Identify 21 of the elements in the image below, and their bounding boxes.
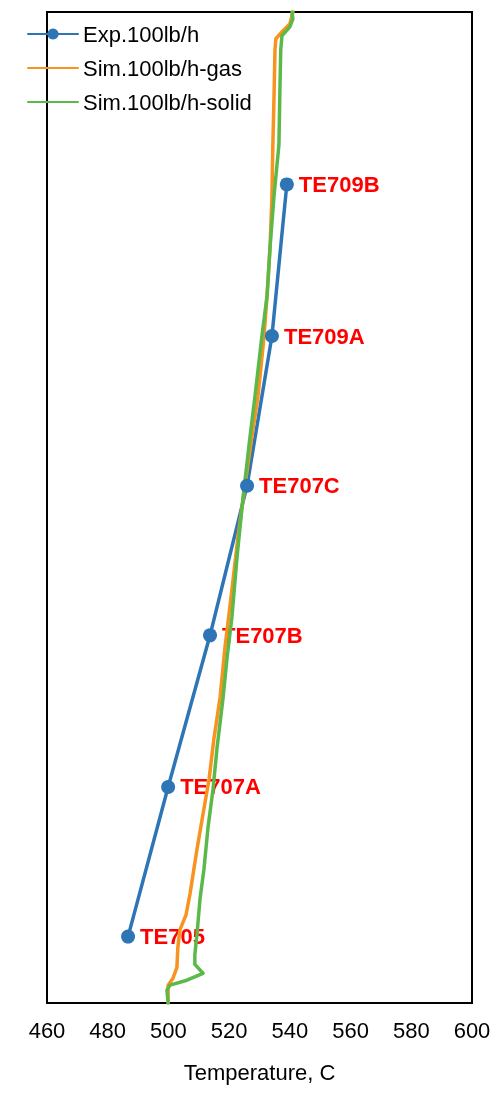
legend-label: Sim.100lb/h-solid	[83, 89, 252, 115]
x-tick-label: 560	[332, 1017, 369, 1043]
annotation: TE707C	[259, 473, 340, 499]
point	[279, 177, 294, 192]
x-tick-label: 600	[453, 1017, 491, 1043]
x-tick-label: 500	[150, 1017, 187, 1043]
annotation: TE709B	[298, 171, 380, 197]
point	[161, 779, 176, 794]
point	[203, 628, 218, 643]
point	[240, 478, 255, 493]
x-tick-label: 460	[28, 1017, 66, 1043]
point	[264, 329, 279, 344]
x-axis-title: Temperature, C	[183, 1059, 336, 1085]
point	[121, 929, 136, 944]
legend-label: Sim.100lb/h-gas	[83, 55, 242, 81]
x-tick-label: 480	[89, 1017, 127, 1043]
x-tick-label: 520	[210, 1017, 248, 1043]
legend-label: Exp.100lb/h	[83, 21, 200, 47]
x-tick-label: 580	[392, 1017, 430, 1043]
x-tick-label: 540	[271, 1017, 309, 1043]
annotation: TE709A	[283, 323, 365, 349]
